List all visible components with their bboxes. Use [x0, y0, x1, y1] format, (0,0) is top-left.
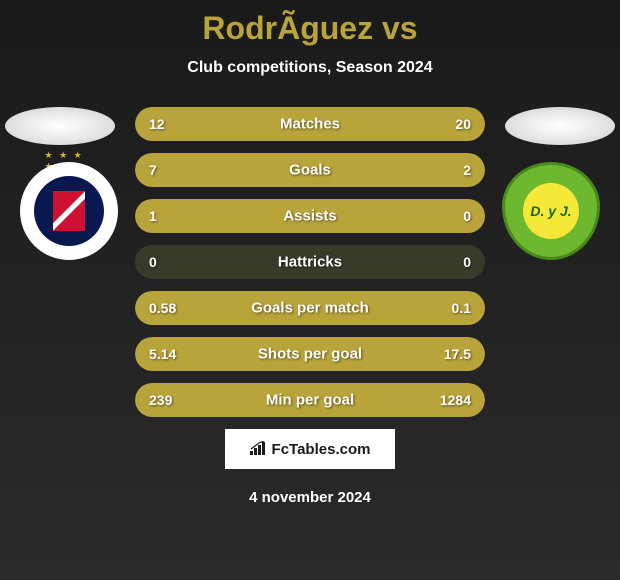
stat-label: Assists: [283, 208, 336, 225]
stat-label: Min per goal: [266, 392, 354, 409]
stat-value-right: 1284: [440, 392, 471, 408]
stat-value-left: 0: [149, 254, 157, 270]
stat-value-right: 0.1: [452, 300, 471, 316]
stat-row: 239 1284 Min per goal: [135, 383, 485, 417]
stat-value-right: 0: [463, 254, 471, 270]
stat-fill-right: [407, 153, 485, 187]
stat-value-right: 0: [463, 208, 471, 224]
stat-value-left: 12: [149, 116, 165, 132]
stat-value-left: 239: [149, 392, 172, 408]
badge-text-right: D. y J.: [523, 183, 579, 239]
stat-row: 0.58 0.1 Goals per match: [135, 291, 485, 325]
team-badge-left: ★ ★ ★ ★ ★: [20, 162, 118, 260]
team-badge-right: D. y J.: [502, 162, 600, 260]
stat-label: Matches: [280, 116, 340, 133]
stat-row: 7 2 Goals: [135, 153, 485, 187]
stat-value-left: 1: [149, 208, 157, 224]
chart-icon: [250, 441, 268, 458]
stat-value-left: 5.14: [149, 346, 176, 362]
stat-value-right: 17.5: [444, 346, 471, 362]
stat-label: Goals per match: [251, 300, 369, 317]
stat-label: Goals: [289, 162, 331, 179]
stat-value-right: 20: [455, 116, 471, 132]
stat-label: Shots per goal: [258, 346, 362, 363]
stat-row: 12 20 Matches: [135, 107, 485, 141]
stat-value-right: 2: [463, 162, 471, 178]
oval-decoration-right: [505, 107, 615, 145]
watermark: FcTables.com: [225, 429, 395, 469]
stat-fill-left: [135, 153, 407, 187]
stat-label: Hattricks: [278, 254, 342, 271]
stat-value-left: 7: [149, 162, 157, 178]
stat-row: 5.14 17.5 Shots per goal: [135, 337, 485, 371]
subtitle: Club competitions, Season 2024: [0, 59, 620, 77]
stats-container: 12 20 Matches 7 2 Goals 1 0 Assists 0 0 Hattricks 0.…: [135, 107, 485, 417]
watermark-text: FcTables.com: [272, 441, 371, 458]
stat-value-left: 0.58: [149, 300, 176, 316]
page-title: RodrÃ­guez vs: [0, 0, 620, 47]
footer-date: 4 november 2024: [0, 489, 620, 506]
oval-decoration-left: [5, 107, 115, 145]
stat-row: 0 0 Hattricks: [135, 245, 485, 279]
stat-row: 1 0 Assists: [135, 199, 485, 233]
